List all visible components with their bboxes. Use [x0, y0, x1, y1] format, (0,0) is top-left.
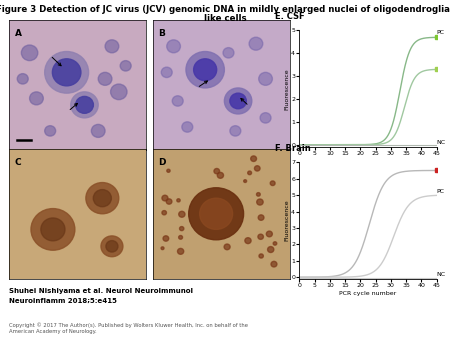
Circle shape [245, 238, 251, 244]
Text: F. Brain: F. Brain [274, 144, 310, 153]
Circle shape [258, 234, 263, 239]
Circle shape [179, 236, 183, 239]
Circle shape [251, 156, 256, 162]
Text: NC: NC [436, 271, 446, 276]
Circle shape [17, 74, 28, 84]
Circle shape [162, 211, 166, 215]
Circle shape [45, 51, 89, 93]
Y-axis label: Fluorescence: Fluorescence [285, 200, 290, 241]
Circle shape [30, 92, 43, 105]
Text: B: B [158, 29, 165, 39]
Circle shape [214, 168, 220, 174]
Text: Shuhei Nishiyama et al. Neurol Neuroimmunol: Shuhei Nishiyama et al. Neurol Neuroimmu… [9, 288, 193, 294]
Circle shape [120, 61, 131, 71]
Circle shape [106, 241, 118, 252]
Circle shape [248, 171, 252, 175]
Circle shape [200, 198, 233, 230]
Circle shape [271, 261, 277, 267]
Circle shape [166, 199, 172, 204]
Circle shape [273, 242, 277, 245]
Circle shape [76, 96, 94, 113]
Circle shape [230, 93, 246, 109]
Circle shape [225, 88, 252, 114]
Circle shape [224, 244, 230, 250]
Circle shape [163, 236, 169, 241]
Circle shape [217, 172, 224, 178]
Circle shape [52, 59, 81, 86]
Circle shape [182, 122, 193, 132]
Circle shape [259, 254, 263, 258]
Circle shape [172, 96, 183, 106]
Circle shape [101, 236, 123, 257]
Circle shape [161, 247, 164, 250]
Circle shape [105, 40, 119, 53]
Circle shape [162, 195, 168, 201]
Circle shape [21, 45, 38, 61]
Circle shape [98, 72, 112, 85]
Text: E. CSF: E. CSF [274, 12, 304, 21]
Circle shape [86, 183, 119, 214]
Text: Figure 3 Detection of JC virus (JCV) genomic DNA in mildly enlarged nuclei of ol: Figure 3 Detection of JC virus (JCV) gen… [0, 5, 450, 14]
Circle shape [244, 180, 247, 183]
Circle shape [91, 124, 105, 137]
Circle shape [260, 113, 271, 123]
Circle shape [177, 199, 180, 202]
Circle shape [189, 188, 243, 240]
Circle shape [258, 215, 264, 220]
Circle shape [31, 209, 75, 250]
Circle shape [111, 84, 127, 100]
Circle shape [268, 246, 274, 252]
Circle shape [166, 40, 180, 53]
Circle shape [230, 126, 241, 136]
Circle shape [256, 193, 260, 196]
Circle shape [93, 190, 112, 207]
Y-axis label: Fluorescence: Fluorescence [285, 68, 290, 110]
Text: NC: NC [436, 140, 446, 145]
Text: D: D [158, 158, 166, 167]
Circle shape [45, 126, 56, 136]
X-axis label: PCR cycle number: PCR cycle number [339, 291, 396, 296]
Circle shape [256, 199, 263, 205]
Circle shape [41, 218, 65, 241]
Circle shape [259, 72, 272, 85]
Circle shape [177, 248, 184, 254]
Text: like cells: like cells [204, 14, 246, 23]
Circle shape [270, 181, 275, 186]
Circle shape [249, 37, 263, 50]
Circle shape [254, 166, 260, 171]
Circle shape [194, 59, 217, 81]
Circle shape [71, 92, 98, 118]
Circle shape [161, 67, 172, 77]
Circle shape [167, 169, 170, 172]
Circle shape [186, 51, 225, 88]
Circle shape [223, 48, 234, 58]
Text: A: A [14, 29, 22, 39]
Text: Copyright © 2017 The Author(s). Published by Wolters Kluwer Health, Inc. on beha: Copyright © 2017 The Author(s). Publishe… [9, 323, 248, 334]
Circle shape [180, 226, 184, 231]
Text: C: C [14, 158, 21, 167]
Text: PC: PC [436, 30, 445, 35]
Text: Neuroinflamm 2018;5:e415: Neuroinflamm 2018;5:e415 [9, 297, 117, 304]
Text: PC: PC [436, 189, 445, 194]
Circle shape [179, 211, 185, 217]
Circle shape [266, 231, 272, 237]
